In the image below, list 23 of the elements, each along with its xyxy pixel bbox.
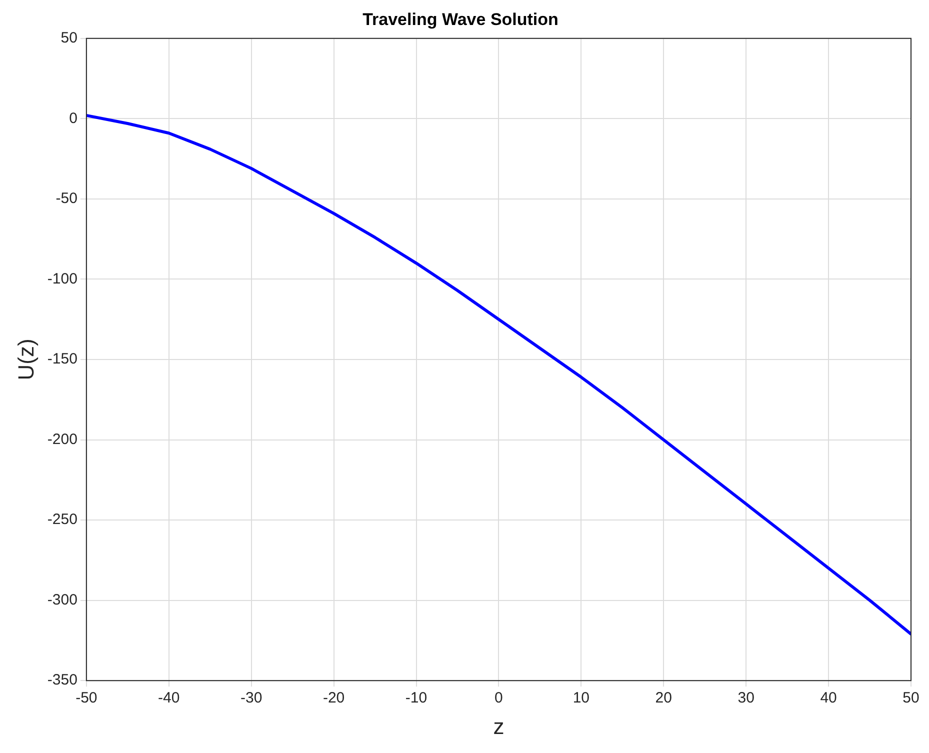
x-tick-label: 30 [738,690,754,707]
x-tick-label: 40 [820,690,837,707]
y-tick-label: -350 [47,672,78,689]
y-tick-label: 0 [69,110,78,127]
y-tick-label: -50 [56,190,78,208]
y-tick-label: 50 [60,30,78,47]
x-tick-label: -10 [405,690,428,707]
x-tick-label: -50 [76,690,98,707]
y-axis-title: U(z) [13,338,38,380]
x-axis-title: z [493,714,504,739]
y-tick-label: -300 [47,591,78,608]
y-tick-label: -250 [47,511,78,528]
x-tick-label: -40 [158,690,180,707]
x-tick-label: -20 [322,690,345,707]
x-tick-label: -30 [240,690,262,707]
x-tick-label: 50 [902,690,920,707]
y-tick-label: -200 [47,430,78,448]
y-tick-label: -150 [47,350,78,368]
chart-title: Traveling Wave Solution [362,10,558,29]
x-tick-label: 20 [655,690,672,707]
x-tick-label: 10 [572,690,590,707]
y-tick-label: -100 [47,270,78,288]
x-tick-label: 0 [494,690,503,707]
